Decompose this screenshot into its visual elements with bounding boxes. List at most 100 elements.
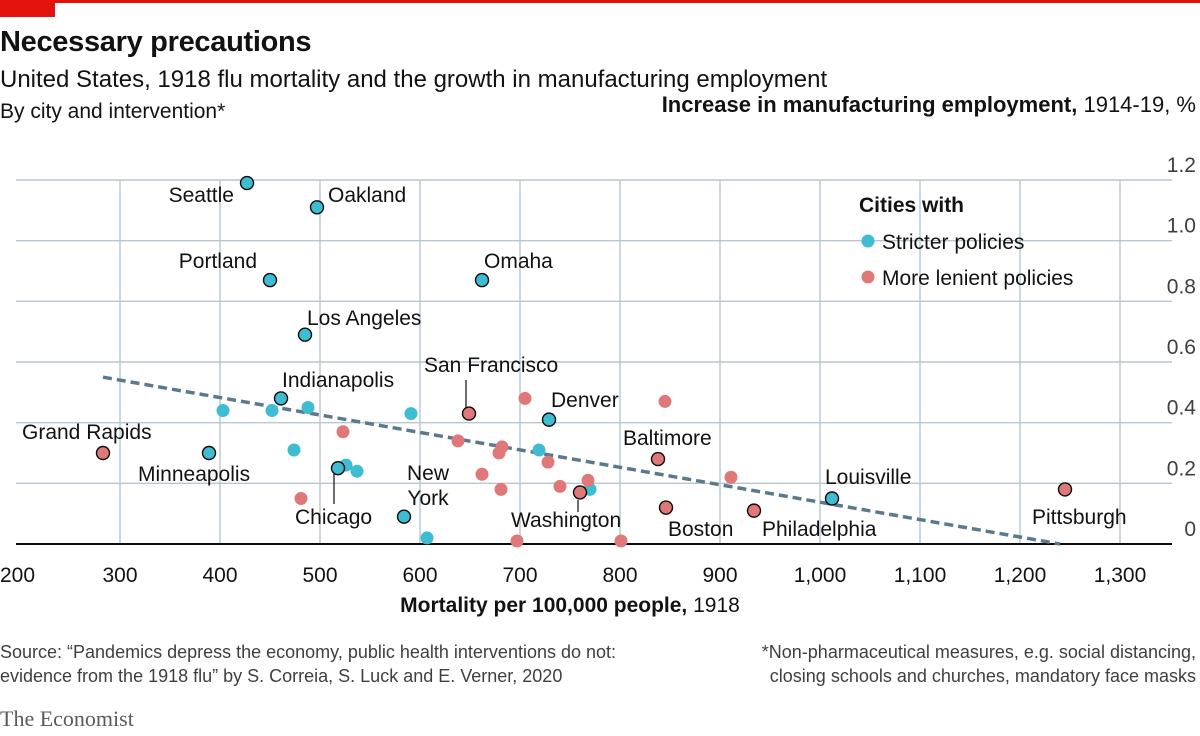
point-philadelphia: [746, 503, 762, 518]
legend-dot-stricter: [861, 234, 875, 248]
city-label-boston: Boston: [668, 518, 733, 541]
y-tick-label-6: 1.2: [1167, 154, 1196, 177]
point-s0-7: [532, 443, 546, 457]
chart-subtitle: United States, 1918 flu mortality and th…: [0, 66, 828, 93]
y-axis-title: Increase in manufacturing employment, 19…: [662, 90, 1196, 119]
footnote: *Non-pharmaceutical measures, e.g. socia…: [761, 642, 1196, 686]
x-tick-label-1: 300: [102, 564, 137, 587]
x-axis-title-rest: 1918: [687, 594, 740, 617]
point-s0-3: [287, 443, 301, 457]
point-s0-6: [404, 407, 418, 421]
point-s1-9: [724, 470, 738, 484]
point-denver: [541, 412, 557, 427]
city-label-los-angeles: Los Angeles: [307, 307, 421, 330]
points-group: [95, 175, 1073, 548]
legend-label-stricter: Stricter policies: [882, 231, 1024, 254]
city-label-washington: Washington: [511, 509, 621, 532]
x-tick-label-0: 200: [0, 564, 35, 587]
y-axis-title-bold: Increase in manufacturing employment,: [661, 92, 1078, 117]
point-s1-11: [494, 482, 508, 496]
city-labels-group: Seattle Oakland Portland Omaha Los Angeles In…: [22, 184, 1127, 541]
point-s1-14: [614, 534, 628, 548]
city-label-louisville: Louisville: [825, 466, 911, 489]
x-axis-title-bold: Mortality per 100,000 people,: [400, 594, 688, 617]
point-s1-1: [658, 394, 672, 408]
x-tick-label-9: 1,100: [894, 564, 947, 587]
city-label-denver: Denver: [551, 389, 619, 412]
point-new-york: [396, 509, 412, 524]
point-boston: [658, 500, 674, 515]
x-axis-title: Mortality per 100,000 people, 1918: [0, 594, 1140, 618]
y-tick-label-1: 0.2: [1167, 457, 1196, 480]
point-s1-0: [518, 391, 532, 405]
legend-title: Cities with: [859, 194, 964, 217]
city-label-indianapolis: Indianapolis: [282, 369, 394, 392]
x-tick-label-11: 1,300: [1094, 564, 1147, 587]
point-seattle: [239, 175, 255, 191]
point-s1-7: [475, 467, 489, 481]
x-tick-label-2: 400: [202, 564, 237, 587]
economist-red-tag: [0, 0, 55, 17]
point-s0-0: [216, 404, 230, 418]
city-label-baltimore: Baltimore: [623, 427, 712, 450]
point-louisville: [824, 491, 840, 506]
city-label-chicago: Chicago: [295, 506, 372, 529]
point-s1-5: [492, 446, 506, 460]
point-chicago: [330, 460, 346, 476]
x-tick-label-7: 900: [702, 564, 737, 587]
legend: Cities with Stricter policies More lenie…: [859, 194, 1073, 290]
point-washington: [572, 485, 588, 500]
city-label-line-new-york-0: New: [407, 462, 450, 485]
city-label-seattle: Seattle: [169, 184, 234, 207]
y-tick-label-3: 0.6: [1167, 336, 1196, 359]
city-label-line-new-york-1: York: [407, 487, 449, 510]
point-s1-8: [581, 473, 595, 487]
city-label-new-york: New York: [407, 462, 450, 510]
tick-labels-group: 0 0.2 0.4 0.6 0.8 1.0 1.2 200 300 400 500 600 700 800…: [0, 154, 1196, 587]
source-note: Source: “Pandemics depress the economy, …: [0, 642, 617, 686]
city-label-grand-rapids: Grand Rapids: [22, 421, 152, 444]
point-san-francisco: [461, 406, 477, 421]
point-s1-10: [553, 479, 567, 493]
top-accent-line: [0, 0, 1200, 3]
city-label-omaha: Omaha: [484, 250, 553, 273]
y-axis-title-rest: 1914-19, %: [1077, 92, 1196, 117]
chart-subsubtitle: By city and intervention*: [0, 100, 226, 123]
point-s0-1: [265, 404, 279, 418]
x-tick-label-10: 1,200: [994, 564, 1047, 587]
x-tick-label-4: 600: [402, 564, 437, 587]
x-tick-label-8: 1,000: [794, 564, 847, 587]
point-s0-2: [301, 401, 315, 414]
point-baltimore: [650, 451, 666, 467]
leader-lines-group: [333, 380, 579, 512]
y-tick-label-2: 0.4: [1167, 397, 1197, 420]
economist-logo: The Economist: [0, 706, 134, 731]
point-indianapolis: [273, 391, 289, 406]
y-tick-label-5: 1.0: [1167, 215, 1196, 238]
point-grand-rapids: [95, 445, 111, 461]
x-tick-label-5: 700: [502, 564, 537, 587]
y-tick-label-0: 0: [1184, 518, 1196, 541]
point-s1-12: [294, 492, 308, 505]
point-s0-5: [350, 464, 364, 478]
x-tick-label-6: 800: [602, 564, 637, 587]
city-label-san-francisco: San Francisco: [424, 354, 558, 377]
x-tick-label-3: 500: [302, 564, 337, 587]
trendline: [102, 375, 1061, 546]
point-s0-9: [420, 531, 434, 545]
point-portland: [262, 272, 278, 288]
legend-dot-lenient: [861, 270, 875, 284]
city-label-pittsburgh: Pittsburgh: [1032, 506, 1127, 529]
point-s1-2: [336, 425, 350, 439]
city-label-minneapolis: Minneapolis: [138, 463, 250, 486]
point-s1-13: [510, 534, 524, 548]
point-omaha: [474, 272, 490, 288]
chart-title: Necessary precautions: [0, 26, 312, 58]
y-tick-label-4: 0.8: [1167, 275, 1196, 298]
legend-label-lenient: More lenient policies: [882, 267, 1073, 290]
city-label-portland: Portland: [179, 250, 257, 273]
city-label-oakland: Oakland: [328, 184, 406, 207]
point-oakland: [309, 200, 325, 215]
point-minneapolis: [201, 445, 217, 461]
